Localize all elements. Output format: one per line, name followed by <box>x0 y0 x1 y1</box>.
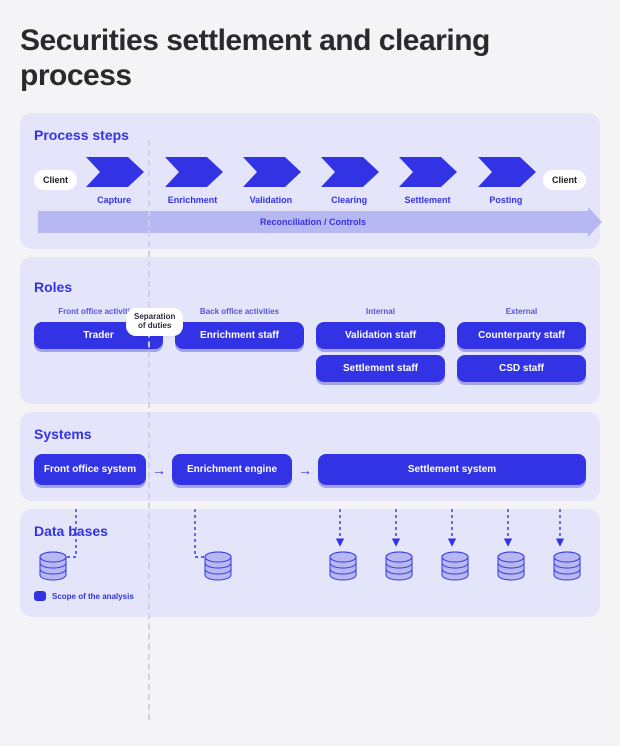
role-micro-label: External <box>506 307 538 316</box>
role-pill: Enrichment staff <box>175 322 304 349</box>
roles-header: Roles <box>34 279 586 295</box>
role-pill: CSD staff <box>457 355 586 382</box>
chevron-icon <box>241 155 301 189</box>
system-box-enrichment: Enrichment engine <box>172 454 292 485</box>
databases-header: Data bases <box>34 523 586 539</box>
database-icon <box>328 551 358 581</box>
steps-row: Client Capture Enrichment Validation Cleari… <box>34 155 586 205</box>
process-step: Posting <box>469 155 543 205</box>
database-icon <box>496 551 526 581</box>
step-label: Enrichment <box>168 195 218 205</box>
process-step: Capture <box>77 155 151 205</box>
database-icon <box>384 551 414 581</box>
role-pill: Counterparty staff <box>457 322 586 349</box>
role-column: External Counterparty staff CSD staff <box>457 307 586 388</box>
database-icon <box>496 551 526 581</box>
db-row <box>34 551 586 581</box>
chevron-icon <box>163 155 223 189</box>
process-header: Process steps <box>34 127 586 143</box>
database-icon <box>203 551 233 581</box>
reconciliation-label: Reconciliation / Controls <box>260 217 366 227</box>
process-section: Process steps Client Capture Enrichment Va… <box>20 113 600 249</box>
database-icon <box>552 551 582 581</box>
separation-line <box>148 140 150 720</box>
legend-label: Scope of the analysis <box>52 592 134 601</box>
process-step: Enrichment <box>155 155 229 205</box>
role-pill: Settlement staff <box>316 355 445 382</box>
roles-section: Roles Front office activitiesTraderBack … <box>20 257 600 404</box>
page-title: Securities settlement and clearing proce… <box>20 24 600 93</box>
step-label: Settlement <box>404 195 450 205</box>
chevron-icon <box>319 155 379 189</box>
systems-row: Front office system → Enrichment engine … <box>34 454 586 485</box>
step-label: Validation <box>250 195 293 205</box>
systems-section: Systems Front office system → Enrichment… <box>20 412 600 501</box>
legend: Scope of the analysis <box>34 591 586 601</box>
role-column: Internal Validation staff Settlement staff <box>316 307 445 388</box>
chevron-icon <box>397 155 457 189</box>
arrow-icon: → <box>298 462 312 478</box>
role-column: Back office activities Enrichment staff <box>175 307 304 388</box>
role-micro-label: Back office activities <box>200 307 279 316</box>
legend-swatch <box>34 591 46 601</box>
database-icon <box>38 551 68 581</box>
process-step: Settlement <box>390 155 464 205</box>
step-label: Posting <box>489 195 522 205</box>
databases-section: Data bases Scope of the analysis <box>20 509 600 617</box>
system-box-front: Front office system <box>34 454 146 485</box>
step-label: Clearing <box>331 195 367 205</box>
client-end-pill: Client <box>543 170 586 190</box>
chevron-icon <box>84 155 144 189</box>
process-step: Validation <box>234 155 308 205</box>
database-icon <box>38 551 68 581</box>
role-pill: Validation staff <box>316 322 445 349</box>
database-icon <box>384 551 414 581</box>
client-start-pill: Client <box>34 170 77 190</box>
reconciliation-arrow: Reconciliation / Controls <box>38 211 588 233</box>
database-icon <box>440 551 470 581</box>
role-micro-label: Internal <box>366 307 395 316</box>
database-icon <box>328 551 358 581</box>
database-icon <box>440 551 470 581</box>
arrow-icon: → <box>152 462 166 478</box>
separation-text-2: of duties <box>134 322 175 331</box>
separation-badge: Separation of duties <box>126 308 183 336</box>
database-icon <box>552 551 582 581</box>
roles-grid: Front office activitiesTraderBack office… <box>34 307 586 388</box>
systems-header: Systems <box>34 426 586 442</box>
chevron-icon <box>476 155 536 189</box>
step-label: Capture <box>97 195 131 205</box>
system-box-settlement: Settlement system <box>318 454 586 485</box>
process-step: Clearing <box>312 155 386 205</box>
database-icon <box>203 551 233 581</box>
